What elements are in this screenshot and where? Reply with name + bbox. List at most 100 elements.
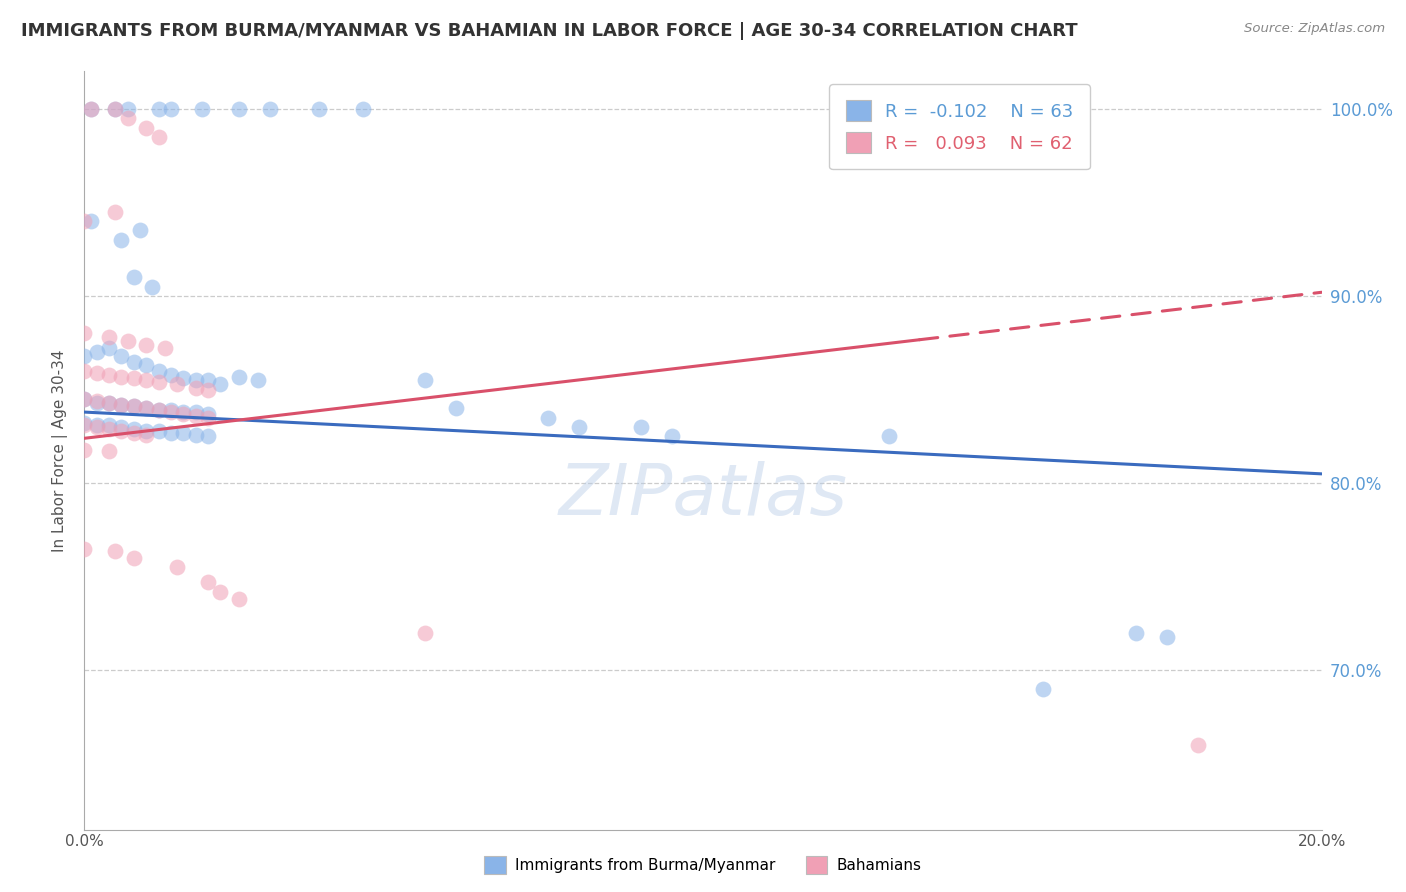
Point	[73, 364, 96, 378]
Point	[148, 364, 170, 378]
Legend: Immigrants from Burma/Myanmar, Bahamians: Immigrants from Burma/Myanmar, Bahamians	[478, 850, 928, 880]
Point	[209, 584, 232, 599]
Text: ZIPatlas: ZIPatlas	[558, 461, 848, 531]
Point	[86, 366, 108, 380]
Point	[122, 551, 145, 566]
Point	[184, 405, 207, 419]
Point	[110, 369, 132, 384]
Point	[172, 405, 194, 419]
Point	[1032, 682, 1054, 697]
Point	[166, 560, 188, 574]
Point	[86, 418, 108, 433]
Point	[98, 418, 121, 433]
Point	[141, 279, 163, 293]
Point	[228, 102, 250, 116]
Point	[73, 326, 96, 341]
Point	[148, 375, 170, 389]
Point	[110, 233, 132, 247]
Point	[73, 349, 96, 363]
Point	[877, 429, 900, 443]
Point	[166, 376, 188, 391]
Point	[148, 403, 170, 417]
Point	[110, 398, 132, 412]
Point	[148, 129, 170, 144]
Point	[79, 102, 101, 116]
Point	[160, 405, 183, 419]
Point	[110, 349, 132, 363]
Point	[73, 541, 96, 556]
Point	[98, 330, 121, 344]
Point	[172, 371, 194, 385]
Point	[246, 373, 269, 387]
Point	[209, 376, 232, 391]
Point	[73, 392, 96, 406]
Point	[98, 342, 121, 356]
Point	[413, 373, 436, 387]
Point	[537, 410, 560, 425]
Point	[73, 417, 96, 431]
Point	[129, 223, 152, 237]
Point	[122, 422, 145, 436]
Point	[122, 400, 145, 414]
Point	[568, 420, 591, 434]
Point	[117, 334, 139, 348]
Point	[110, 420, 132, 434]
Point	[160, 425, 183, 440]
Point	[197, 373, 219, 387]
Point	[630, 420, 652, 434]
Point	[160, 102, 183, 116]
Point	[104, 102, 127, 116]
Point	[117, 111, 139, 125]
Point	[184, 409, 207, 423]
Point	[79, 214, 101, 228]
Legend: R =  -0.102    N = 63, R =   0.093    N = 62: R = -0.102 N = 63, R = 0.093 N = 62	[830, 84, 1090, 169]
Point	[86, 420, 108, 434]
Point	[148, 424, 170, 438]
Point	[197, 410, 219, 425]
Point	[73, 392, 96, 406]
Point	[122, 371, 145, 385]
Point	[110, 398, 132, 412]
Point	[228, 592, 250, 607]
Text: IMMIGRANTS FROM BURMA/MYANMAR VS BAHAMIAN IN LABOR FORCE | AGE 30-34 CORRELATION: IMMIGRANTS FROM BURMA/MYANMAR VS BAHAMIA…	[21, 22, 1078, 40]
Point	[1187, 739, 1209, 753]
Point	[122, 425, 145, 440]
Point	[122, 400, 145, 414]
Point	[135, 401, 157, 416]
Point	[117, 102, 139, 116]
Point	[135, 424, 157, 438]
Point	[184, 427, 207, 442]
Point	[228, 369, 250, 384]
Text: Source: ZipAtlas.com: Source: ZipAtlas.com	[1244, 22, 1385, 36]
Point	[73, 418, 96, 433]
Point	[122, 354, 145, 368]
Point	[135, 359, 157, 373]
Point	[160, 368, 183, 382]
Point	[135, 427, 157, 442]
Point	[197, 407, 219, 421]
Point	[135, 373, 157, 387]
Point	[79, 102, 101, 116]
Point	[259, 102, 281, 116]
Point	[98, 395, 121, 409]
Point	[135, 401, 157, 416]
Point	[172, 425, 194, 440]
Point	[73, 442, 96, 457]
Point	[86, 345, 108, 359]
Point	[184, 373, 207, 387]
Point	[104, 543, 127, 558]
Point	[104, 102, 127, 116]
Point	[148, 403, 170, 417]
Point	[73, 214, 96, 228]
Point	[153, 342, 176, 356]
Point	[160, 403, 183, 417]
Point	[197, 429, 219, 443]
Point	[98, 395, 121, 409]
Point	[86, 395, 108, 409]
Point	[184, 381, 207, 395]
Point	[1125, 626, 1147, 640]
Point	[110, 424, 132, 438]
Point	[413, 626, 436, 640]
Point	[104, 204, 127, 219]
Point	[86, 393, 108, 408]
